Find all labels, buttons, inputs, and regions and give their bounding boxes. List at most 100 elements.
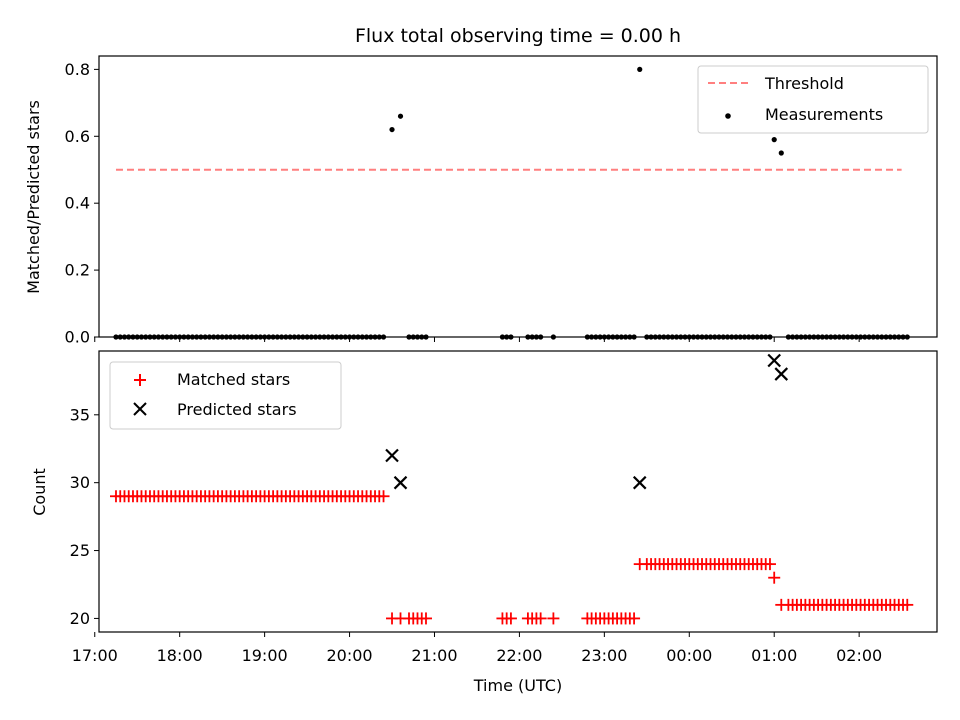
measurement-point: [593, 334, 599, 340]
measurement-point: [202, 334, 208, 340]
measurement-point: [397, 113, 404, 119]
ratio-y-tick-label: 0.2: [65, 261, 90, 280]
measurement-point: [785, 334, 791, 340]
ratio-y-tick-label: 0.6: [65, 127, 90, 146]
measurement-point: [644, 334, 650, 340]
measurement-point: [802, 334, 808, 340]
measurement-point: [538, 334, 544, 340]
measurement-point: [499, 334, 506, 340]
measurement-point: [790, 334, 796, 340]
measurement-point: [389, 126, 395, 133]
measurement-point: [147, 334, 153, 340]
legend-matched-swatch: [134, 374, 146, 386]
count-y-tick-label: 35: [70, 405, 90, 424]
measurement-point: [117, 334, 123, 340]
measurement-point: [746, 334, 752, 340]
measurement-point: [304, 334, 310, 340]
measurement-point: [712, 334, 718, 340]
measurement-point: [887, 334, 893, 340]
count-legend: Matched stars Predicted stars: [109, 361, 342, 430]
measurement-point: [862, 334, 868, 340]
measurement-point: [177, 334, 183, 340]
measurement-point: [589, 334, 595, 340]
predicted-star-marker: [774, 367, 789, 381]
measurement-point: [283, 334, 289, 340]
measurement-point: [678, 334, 684, 340]
measurement-point: [815, 334, 821, 340]
count-plot-frame: [98, 350, 938, 633]
measurement-point: [168, 334, 174, 340]
measurement-point: [232, 334, 238, 340]
measurement-point: [342, 334, 348, 340]
measurement-point: [798, 334, 804, 340]
measurement-point: [807, 334, 813, 340]
measurement-point: [819, 334, 825, 340]
x-tick-label: 19:00: [242, 646, 288, 665]
measurement-point: [266, 334, 272, 340]
count-legend-box: [109, 361, 342, 430]
matched-star-marker: [628, 612, 641, 625]
measurement-point: [648, 334, 654, 340]
measurement-point: [155, 334, 162, 340]
measurement-point: [601, 334, 607, 340]
measurement-point: [121, 334, 128, 340]
measurement-point: [904, 334, 910, 340]
matched-star-marker: [768, 571, 781, 584]
measurement-point: [656, 334, 663, 340]
legend-measurements-swatch: [725, 113, 731, 119]
measurement-point: [550, 334, 556, 340]
measurement-point: [126, 334, 132, 340]
measurement-point: [627, 334, 633, 340]
measurement-point: [249, 334, 255, 340]
measurement-point: [329, 334, 336, 340]
measurement-point: [151, 334, 157, 340]
ratio-legend-box: [697, 65, 929, 134]
measurement-point: [533, 334, 540, 340]
measurement-point: [840, 334, 847, 340]
measurement-point: [325, 334, 331, 340]
legend-threshold-label: Threshold: [764, 74, 844, 93]
measurement-point: [605, 334, 612, 340]
measurement-point: [614, 334, 620, 340]
measurement-point: [597, 334, 603, 340]
measurement-point: [308, 334, 314, 340]
ratio-y-tick-label: 0.4: [65, 194, 90, 213]
measurement-point: [410, 334, 416, 340]
measurement-point: [274, 334, 280, 340]
ratio-y-axis: 0.0 0.2 0.4 0.6 0.8: [65, 60, 99, 347]
measurement-point: [737, 334, 743, 340]
measurement-point: [845, 334, 851, 340]
measurement-point: [618, 334, 624, 340]
measurement-point: [699, 334, 705, 340]
measurement-point: [690, 334, 697, 340]
x-tick-label: 22:00: [496, 646, 542, 665]
measurement-point: [828, 334, 834, 340]
measurement-point: [138, 334, 145, 340]
measurement-point: [270, 334, 276, 340]
measurement-point: [733, 334, 739, 340]
measurement-point: [223, 334, 229, 340]
measurement-point: [423, 334, 429, 340]
measurement-point: [695, 334, 701, 340]
count-panel: 20 25 30 35 17:00 18:00 19:00 20:00 21:00 22:00 2…: [30, 350, 938, 695]
measurement-point: [741, 334, 748, 340]
predicted-star-marker: [385, 448, 399, 463]
measurement-point: [194, 334, 200, 340]
measurement-point: [164, 334, 170, 340]
measurement-point: [896, 334, 902, 340]
measurement-point: [716, 334, 722, 340]
legend-predicted-swatch: [133, 402, 147, 416]
measurement-point: [870, 334, 876, 340]
matched-star-marker: [419, 612, 432, 625]
measurement-point: [686, 334, 692, 340]
x-axis-title: Time (UTC): [473, 676, 562, 695]
measurement-point: [406, 334, 412, 340]
measurement-point: [771, 137, 777, 143]
measurement-point: [637, 66, 643, 72]
ratio-panel: 0.00.20.40.60.8 Matched/Predicted stars …: [24, 55, 938, 347]
measurement-point: [724, 334, 731, 340]
measurement-point: [900, 334, 906, 340]
measurement-point: [211, 334, 217, 340]
measurement-point: [661, 334, 667, 340]
measurement-point: [113, 334, 119, 340]
